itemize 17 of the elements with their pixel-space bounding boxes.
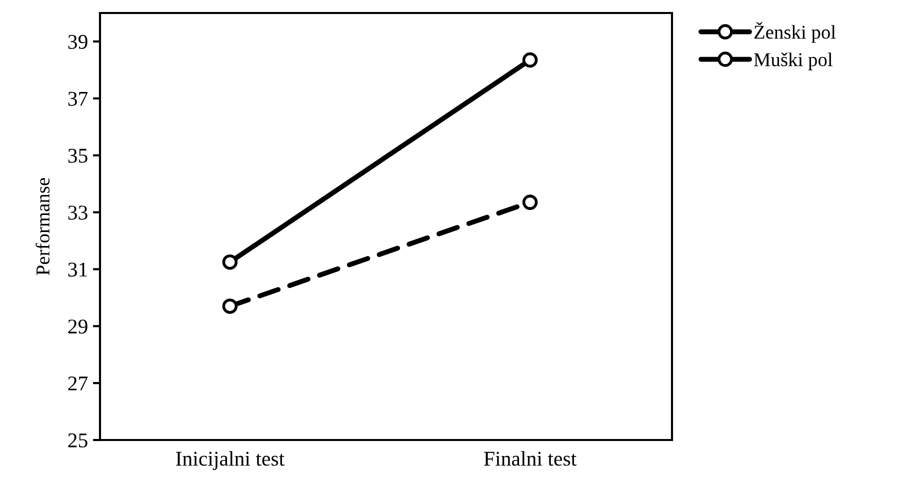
legend-label: Ženski pol [754,22,836,43]
y-tick-label: 25 [68,433,88,448]
y-tick-label: 33 [68,206,88,220]
point [522,194,538,210]
y-tick-label: 37 [68,92,88,106]
point [222,254,238,270]
point [522,52,538,68]
y-axis-title: Performanse [36,178,50,276]
y-tick-label: 27 [68,376,88,390]
y-tick-label: 31 [68,262,87,277]
y-tick-label: 35 [68,148,88,163]
legend-label: Muški pol [754,52,832,70]
y-tick-label: 29 [68,320,88,334]
y-tick-label: 39 [68,34,88,49]
x-tick-label: Inicijalni test [176,451,284,470]
point [222,298,238,314]
x-tick-label: Finalni test [484,451,577,466]
